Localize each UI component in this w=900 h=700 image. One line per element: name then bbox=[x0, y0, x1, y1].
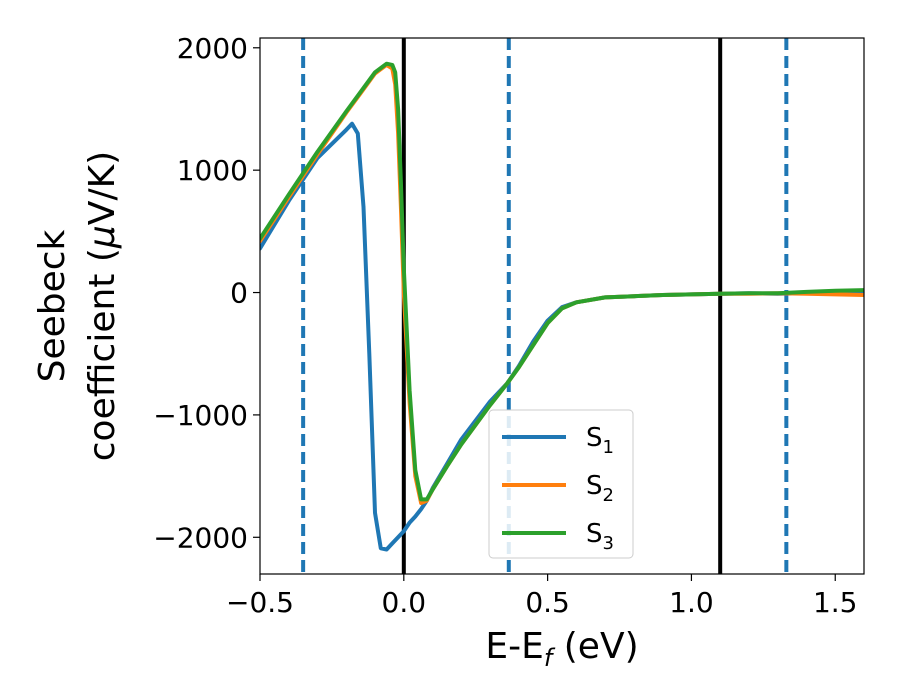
x-tick-label: 0.0 bbox=[382, 586, 427, 619]
plot-frame bbox=[259, 37, 865, 575]
y-tick-label: 2000 bbox=[177, 32, 248, 65]
y-axis-ticks: −2000 −1000 0 1000 2000 bbox=[153, 32, 260, 554]
y-axis-title-line2: coefficient (μV/K) bbox=[82, 151, 123, 461]
y-tick-label: 0 bbox=[230, 277, 248, 310]
legend: S1 S2 S3 bbox=[488, 409, 634, 559]
x-tick-label: 1.0 bbox=[669, 586, 714, 619]
y-tick-label: −1000 bbox=[153, 399, 248, 432]
legend-label-s1: S1 bbox=[586, 423, 614, 458]
series-lines bbox=[260, 61, 864, 552]
x-tick-label: 0.5 bbox=[525, 586, 570, 619]
y-tick-label: −2000 bbox=[153, 521, 248, 554]
x-axis-ticks: −0.5 0.0 0.5 1.0 1.5 bbox=[226, 574, 858, 619]
legend-label-s2: S2 bbox=[586, 471, 614, 506]
x-tick-label: 1.5 bbox=[813, 586, 858, 619]
x-axis-title: E-Ef (eV) bbox=[485, 626, 638, 672]
y-tick-label: 1000 bbox=[177, 154, 248, 187]
x-tick-label: −0.5 bbox=[226, 586, 294, 619]
y-axis-title-line1: Seebeck bbox=[32, 229, 73, 382]
legend-label-s3: S3 bbox=[586, 519, 614, 554]
series-line-s3 bbox=[260, 61, 864, 502]
